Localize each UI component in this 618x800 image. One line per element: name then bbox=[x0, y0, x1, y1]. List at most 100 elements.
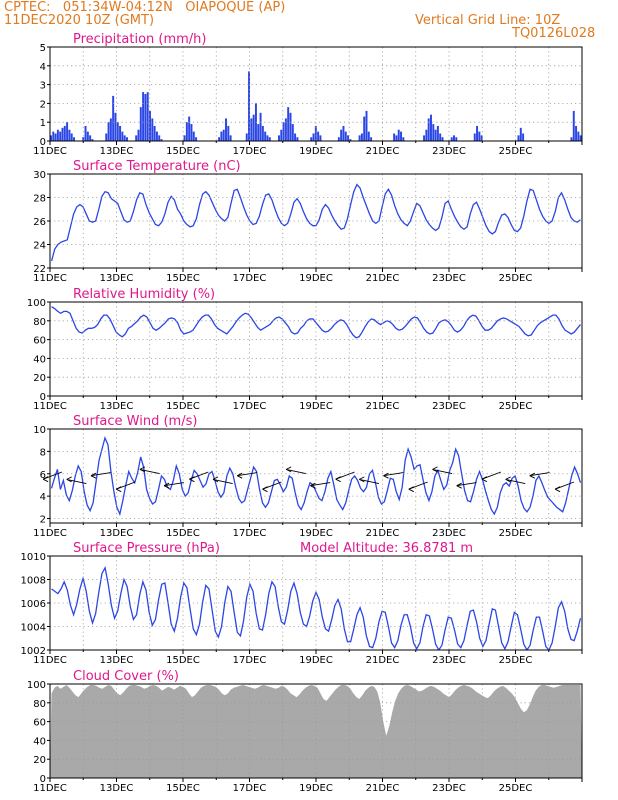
precip-bar bbox=[252, 114, 255, 141]
wind-data bbox=[50, 435, 582, 517]
precip-bar bbox=[400, 131, 403, 141]
wind-arrow-head bbox=[66, 476, 72, 483]
precip-bar bbox=[116, 122, 119, 141]
precip-x-tick-label: 17DEC bbox=[233, 146, 267, 157]
precip-bar bbox=[259, 112, 262, 141]
rh-x-tick-label: 17DEC bbox=[233, 401, 267, 412]
precip-bar bbox=[56, 129, 59, 141]
precip-bar bbox=[222, 129, 225, 141]
precip-bar bbox=[365, 110, 368, 141]
precip-bar bbox=[146, 92, 149, 141]
precip-bar bbox=[160, 139, 163, 141]
wind-title: Surface Wind (m/s) bbox=[73, 414, 197, 429]
precip-bar bbox=[144, 94, 147, 141]
precip-bar bbox=[112, 95, 115, 141]
precip-bar bbox=[363, 116, 366, 141]
precip-bar bbox=[360, 133, 363, 141]
precip-bar bbox=[289, 112, 292, 141]
wind-arrow bbox=[432, 468, 453, 475]
cloud-title: Cloud Cover (%) bbox=[73, 669, 179, 684]
precip-bar bbox=[155, 131, 158, 141]
pressure-y-tick-label: 1008 bbox=[21, 576, 46, 587]
precip-bar bbox=[257, 124, 260, 141]
temp-x-tick-label: 13DEC bbox=[100, 273, 134, 284]
precip-bar bbox=[480, 135, 483, 141]
wind-arrow-head bbox=[42, 476, 49, 483]
wind-arrow-head bbox=[262, 486, 268, 493]
rh-y-tick-label: 60 bbox=[33, 336, 46, 347]
pressure-x-tick-label: 11DEC bbox=[33, 655, 67, 666]
panel-wind: 2 4 6 8 10 11DEC 13DEC 15DEC 17DEC 19DEC 21DEC 23DE… bbox=[33, 414, 583, 539]
panel-cloud: 0 20 40 60 80 100 11DEC 13DEC 15DEC 17DEC 19DEC 21D… bbox=[27, 669, 583, 794]
wind-x-tick-label: 15DEC bbox=[166, 528, 200, 539]
wind-arrow-head bbox=[335, 476, 341, 483]
precip-bar bbox=[370, 137, 373, 141]
wind-y-tick-label: 10 bbox=[33, 425, 46, 436]
wind-arrow-head bbox=[383, 472, 389, 479]
precip-bar bbox=[579, 135, 582, 141]
wind-line bbox=[50, 435, 582, 517]
precip-bar bbox=[218, 137, 221, 141]
wind-arrow-head bbox=[432, 466, 438, 473]
precip-bar bbox=[268, 137, 271, 141]
cloud-y-tick-label: 100 bbox=[27, 680, 46, 691]
precip-y-tick-label: 0 bbox=[40, 137, 46, 148]
precip-bar bbox=[107, 122, 110, 141]
precip-y-tick-label: 3 bbox=[40, 81, 46, 92]
precip-bar bbox=[319, 135, 322, 141]
wind-x-tick-label: 25DEC bbox=[499, 528, 533, 539]
pressure-line bbox=[51, 565, 582, 650]
rh-data bbox=[51, 306, 581, 339]
header-station: CPTEC: 051:34W-04:12N OIAPOQUE (AP) bbox=[4, 0, 286, 15]
rh-y-tick-label: 40 bbox=[33, 354, 46, 365]
cloud-x-tick-label: 23DEC bbox=[432, 783, 466, 794]
cloud-y-tick-label: 40 bbox=[33, 736, 46, 747]
precip-bar bbox=[139, 107, 142, 141]
precip-bar bbox=[358, 135, 361, 141]
precip-y-tick-label: 2 bbox=[40, 99, 46, 110]
wind-arrow bbox=[212, 478, 233, 485]
pressure-x-tick-label: 19DEC bbox=[299, 655, 333, 666]
rh-x-tick-label: 15DEC bbox=[166, 401, 200, 412]
wind-arrow-head bbox=[90, 472, 97, 479]
precip-bar bbox=[367, 131, 370, 141]
wind-arrow bbox=[529, 472, 550, 477]
wind-arrow-head bbox=[310, 482, 316, 489]
precip-bar bbox=[109, 118, 112, 141]
pressure-y-tick-label: 1004 bbox=[21, 623, 46, 634]
precip-bar bbox=[68, 129, 71, 141]
temp-x-tick-label: 25DEC bbox=[499, 273, 533, 284]
precip-bar bbox=[59, 131, 62, 141]
cloud-y-tick-label: 60 bbox=[33, 718, 46, 729]
wind-x-tick-label: 19DEC bbox=[299, 528, 333, 539]
header-datetime: 11DEC2020 10Z (GMT) bbox=[4, 13, 155, 28]
wind-arrow bbox=[310, 482, 331, 487]
precip-bar bbox=[114, 112, 117, 141]
precip-bar bbox=[519, 127, 522, 141]
wind-arrow-head bbox=[212, 476, 219, 483]
precip-bar bbox=[188, 116, 191, 141]
temp-y-tick-label: 22 bbox=[33, 264, 46, 275]
rh-y-tick-label: 100 bbox=[27, 298, 46, 309]
pressure-annotation: Model Altitude: 36.8781 m bbox=[300, 541, 473, 556]
wind-y-tick-label: 4 bbox=[40, 492, 46, 503]
precip-bar bbox=[478, 131, 481, 141]
precip-bar bbox=[135, 135, 138, 141]
panel-temp: 22 24 26 28 30 11DEC 13DEC 15DEC 17DEC 19DEC 21DEC… bbox=[33, 159, 583, 284]
panel-pressure: 1002 1004 1006 1008 1010 11DEC 13DEC 15DEC 17DEC… bbox=[21, 541, 583, 666]
precip-bar bbox=[287, 107, 290, 141]
wind-arrow bbox=[164, 482, 184, 487]
wind-arrow bbox=[505, 478, 526, 485]
pressure-x-tick-label: 23DEC bbox=[432, 655, 466, 666]
precip-bar bbox=[317, 131, 320, 141]
precip-bar bbox=[476, 125, 479, 141]
precip-bar bbox=[153, 125, 156, 141]
precip-bar bbox=[126, 137, 128, 141]
wind-arrow bbox=[286, 468, 306, 475]
precip-bar bbox=[190, 124, 193, 141]
wind-arrow-head bbox=[554, 486, 561, 493]
precip-bar bbox=[245, 133, 248, 141]
wind-arrow-head bbox=[529, 472, 536, 479]
precip-bar bbox=[61, 127, 64, 141]
